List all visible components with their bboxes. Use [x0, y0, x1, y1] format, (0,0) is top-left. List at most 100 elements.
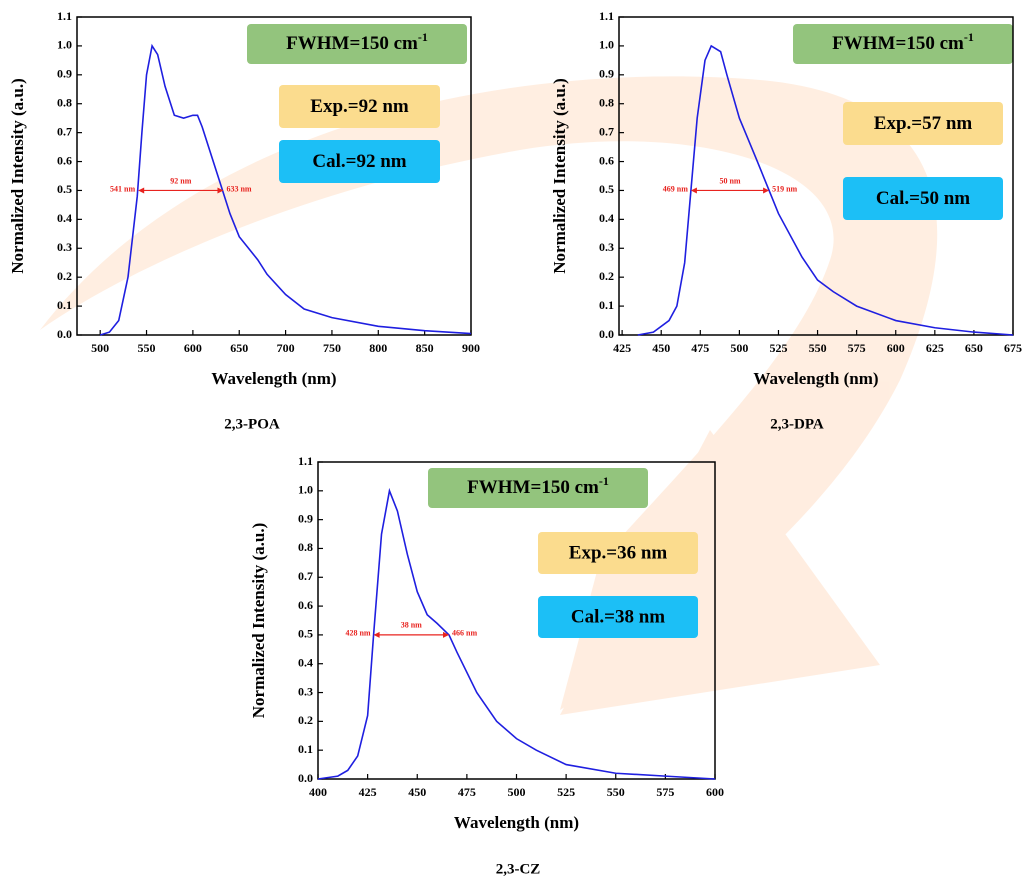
- x-tick-label: 600: [887, 341, 905, 355]
- y-tick-label: 0.9: [57, 67, 72, 81]
- fwhm-label: FWHM=150 cm: [832, 33, 964, 54]
- plot-frame: [317, 461, 716, 780]
- x-tick-label: 575: [848, 341, 866, 355]
- fwhm-left-label: 469 nm: [663, 184, 688, 193]
- fwhm-sup: -1: [418, 30, 428, 44]
- fwhm-width-label: 50 nm: [719, 176, 740, 185]
- fwhm-width-label: 92 nm: [170, 176, 191, 185]
- y-tick-label: 0.7: [57, 124, 72, 138]
- y-tick-label: 0.8: [298, 540, 313, 554]
- y-tick-label: 0.5: [298, 627, 313, 641]
- arrow-head: [373, 631, 380, 638]
- cal-box: [843, 177, 1003, 220]
- exp-box: [843, 102, 1003, 145]
- fwhm-sup: -1: [964, 30, 974, 44]
- exp-label: Exp.=92 nm: [310, 96, 409, 117]
- x-tick-label: 750: [323, 341, 341, 355]
- x-tick-label: 600: [184, 341, 202, 355]
- fwhm-right-label: 466 nm: [452, 629, 477, 638]
- x-tick-label: 550: [138, 341, 156, 355]
- y-tick-label: 0.2: [298, 713, 313, 727]
- x-tick-label: 800: [369, 341, 387, 355]
- x-tick-label: 500: [508, 785, 526, 799]
- fwhm-text: FWHM=150 cm-1: [467, 474, 609, 499]
- x-tick-label: 625: [926, 341, 944, 355]
- arrow-head: [443, 631, 450, 638]
- y-tick-label: 0.2: [57, 269, 72, 283]
- arrow-head: [763, 187, 770, 194]
- panel-caption: 2,3-CZ: [496, 861, 541, 877]
- fwhm-label: FWHM=150 cm: [286, 33, 418, 54]
- y-tick-label: 0.8: [57, 95, 72, 109]
- y-tick-label: 0.0: [599, 327, 614, 341]
- panel-caption: 2,3-POA: [224, 416, 280, 432]
- fwhm-box: [247, 24, 467, 64]
- y-tick-label: 0.9: [298, 511, 313, 525]
- fwhm-sup: -1: [599, 474, 609, 488]
- y-tick-label: 1.0: [298, 483, 313, 497]
- fwhm-label: FWHM=150 cm: [467, 477, 599, 498]
- x-tick-label: 675: [1004, 341, 1022, 355]
- fwhm-right-label: 633 nm: [226, 184, 251, 193]
- x-tick-label: 650: [965, 341, 983, 355]
- x-tick-label: 900: [462, 341, 480, 355]
- x-axis-title: Wavelength (nm): [454, 813, 579, 832]
- plot-frame: [618, 16, 1014, 336]
- x-axis-title: Wavelength (nm): [211, 369, 336, 388]
- y-tick-label: 0.1: [298, 742, 313, 756]
- x-tick-label: 475: [691, 341, 709, 355]
- exp-box: [538, 532, 698, 574]
- y-tick-label: 0.4: [57, 211, 72, 225]
- x-tick-label: 425: [613, 341, 631, 355]
- spectrum-line: [99, 43, 472, 336]
- y-axis-title: Normalized Intensity (a.u.): [8, 78, 27, 273]
- x-tick-label: 525: [557, 785, 575, 799]
- x-tick-label: 600: [706, 785, 724, 799]
- x-tick-label: 850: [416, 341, 434, 355]
- cal-box: [538, 596, 698, 638]
- x-tick-label: 525: [769, 341, 787, 355]
- x-tick-label: 475: [458, 785, 476, 799]
- y-tick-label: 1.1: [57, 9, 72, 23]
- x-tick-label: 650: [230, 341, 248, 355]
- y-tick-label: 0.5: [599, 182, 614, 196]
- fwhm-text: FWHM=150 cm-1: [286, 30, 428, 55]
- y-tick-label: 0.4: [298, 655, 313, 669]
- y-tick-label: 0.0: [298, 771, 313, 785]
- cal-label: Cal.=50 nm: [876, 188, 970, 209]
- y-tick-label: 0.4: [599, 211, 614, 225]
- panel-caption: 2,3-DPA: [770, 416, 824, 432]
- y-tick-label: 1.0: [57, 38, 72, 52]
- y-tick-label: 0.3: [57, 240, 72, 254]
- x-axis-title: Wavelength (nm): [753, 369, 878, 388]
- y-tick-label: 0.1: [57, 298, 72, 312]
- logo-arrow: [560, 430, 880, 715]
- x-tick-label: 500: [730, 341, 748, 355]
- fwhm-left-label: 428 nm: [345, 629, 370, 638]
- exp-label: Exp.=36 nm: [569, 542, 668, 563]
- cal-label: Cal.=38 nm: [571, 606, 665, 627]
- y-tick-label: 0.3: [298, 684, 313, 698]
- x-tick-label: 575: [656, 785, 674, 799]
- x-tick-label: 450: [652, 341, 670, 355]
- plot-frame: [76, 16, 472, 336]
- x-tick-label: 550: [607, 785, 625, 799]
- background-logo: [40, 76, 938, 715]
- x-tick-label: 400: [309, 785, 327, 799]
- y-tick-label: 0.6: [599, 153, 614, 167]
- exp-label: Exp.=57 nm: [874, 113, 973, 134]
- x-tick-label: 450: [408, 785, 426, 799]
- y-tick-label: 0.0: [57, 327, 72, 341]
- y-tick-label: 0.1: [599, 298, 614, 312]
- arrow-head: [690, 187, 697, 194]
- y-tick-label: 0.8: [599, 95, 614, 109]
- y-tick-label: 1.1: [599, 9, 614, 23]
- exp-box: [279, 85, 440, 128]
- y-tick-label: 0.7: [298, 569, 313, 583]
- y-tick-label: 0.2: [599, 269, 614, 283]
- fwhm-width-label: 38 nm: [401, 621, 422, 630]
- x-tick-label: 700: [277, 341, 295, 355]
- y-tick-label: 0.5: [57, 182, 72, 196]
- y-tick-label: 1.1: [298, 454, 313, 468]
